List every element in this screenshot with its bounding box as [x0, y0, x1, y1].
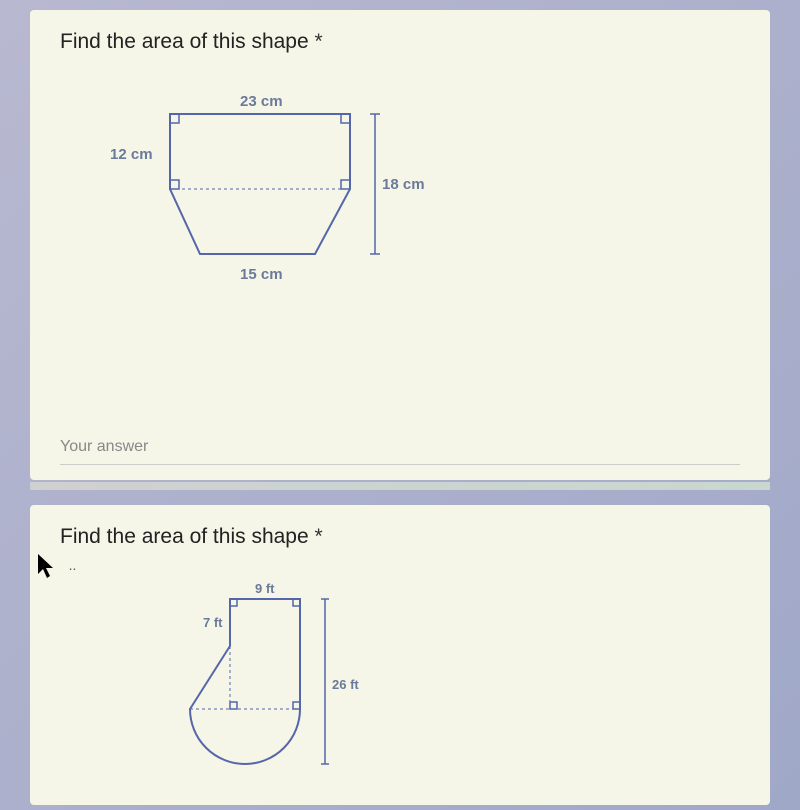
label-2-right: 26 ft: [332, 677, 359, 692]
right-angle-2-br: [293, 702, 300, 709]
diagram-2: 9 ft 7 ft 26 ft: [100, 579, 740, 794]
question-card-1: Find the area of this shape *: [30, 10, 770, 480]
shape-outline-1: [170, 114, 350, 254]
required-marker-2: *: [315, 525, 323, 548]
label-right-height: 18 cm: [382, 176, 425, 193]
card-divider: [30, 482, 770, 490]
question-card-2: Find the area of this shape *: [30, 505, 770, 805]
answer-label-1: Your answer: [60, 438, 740, 456]
diagram-1: 23 cm 12 cm 18 cm 15 cm: [100, 84, 740, 314]
question-text-1: Find the area of this shape: [60, 30, 309, 53]
right-angle-2-tl: [230, 599, 237, 606]
question-title-1: Find the area of this shape *: [60, 30, 740, 54]
answer-section-1: Your answer: [60, 438, 740, 465]
label-top-width: 23 cm: [240, 93, 283, 110]
right-angle-tr: [341, 114, 350, 123]
label-2-top: 9 ft: [255, 581, 275, 596]
label-2-left: 7 ft: [203, 615, 223, 630]
question-title-2: Find the area of this shape *: [60, 525, 740, 549]
shape-svg-2: 9 ft 7 ft 26 ft: [100, 579, 420, 794]
shape-svg-1: 23 cm 12 cm 18 cm 15 cm: [100, 84, 440, 314]
right-angle-ml: [170, 180, 179, 189]
right-angle-tl: [170, 114, 179, 123]
required-marker-1: *: [315, 30, 323, 53]
right-angle-2-ml: [230, 702, 237, 709]
answer-input-line-1[interactable]: [60, 464, 740, 465]
label-bottom-width: 15 cm: [240, 266, 283, 283]
question-text-2: Find the area of this shape: [60, 525, 309, 548]
right-angle-mr: [341, 180, 350, 189]
cursor-icon: ..: [36, 552, 72, 587]
label-left-height: 12 cm: [110, 146, 153, 163]
right-angle-2-tr: [293, 599, 300, 606]
